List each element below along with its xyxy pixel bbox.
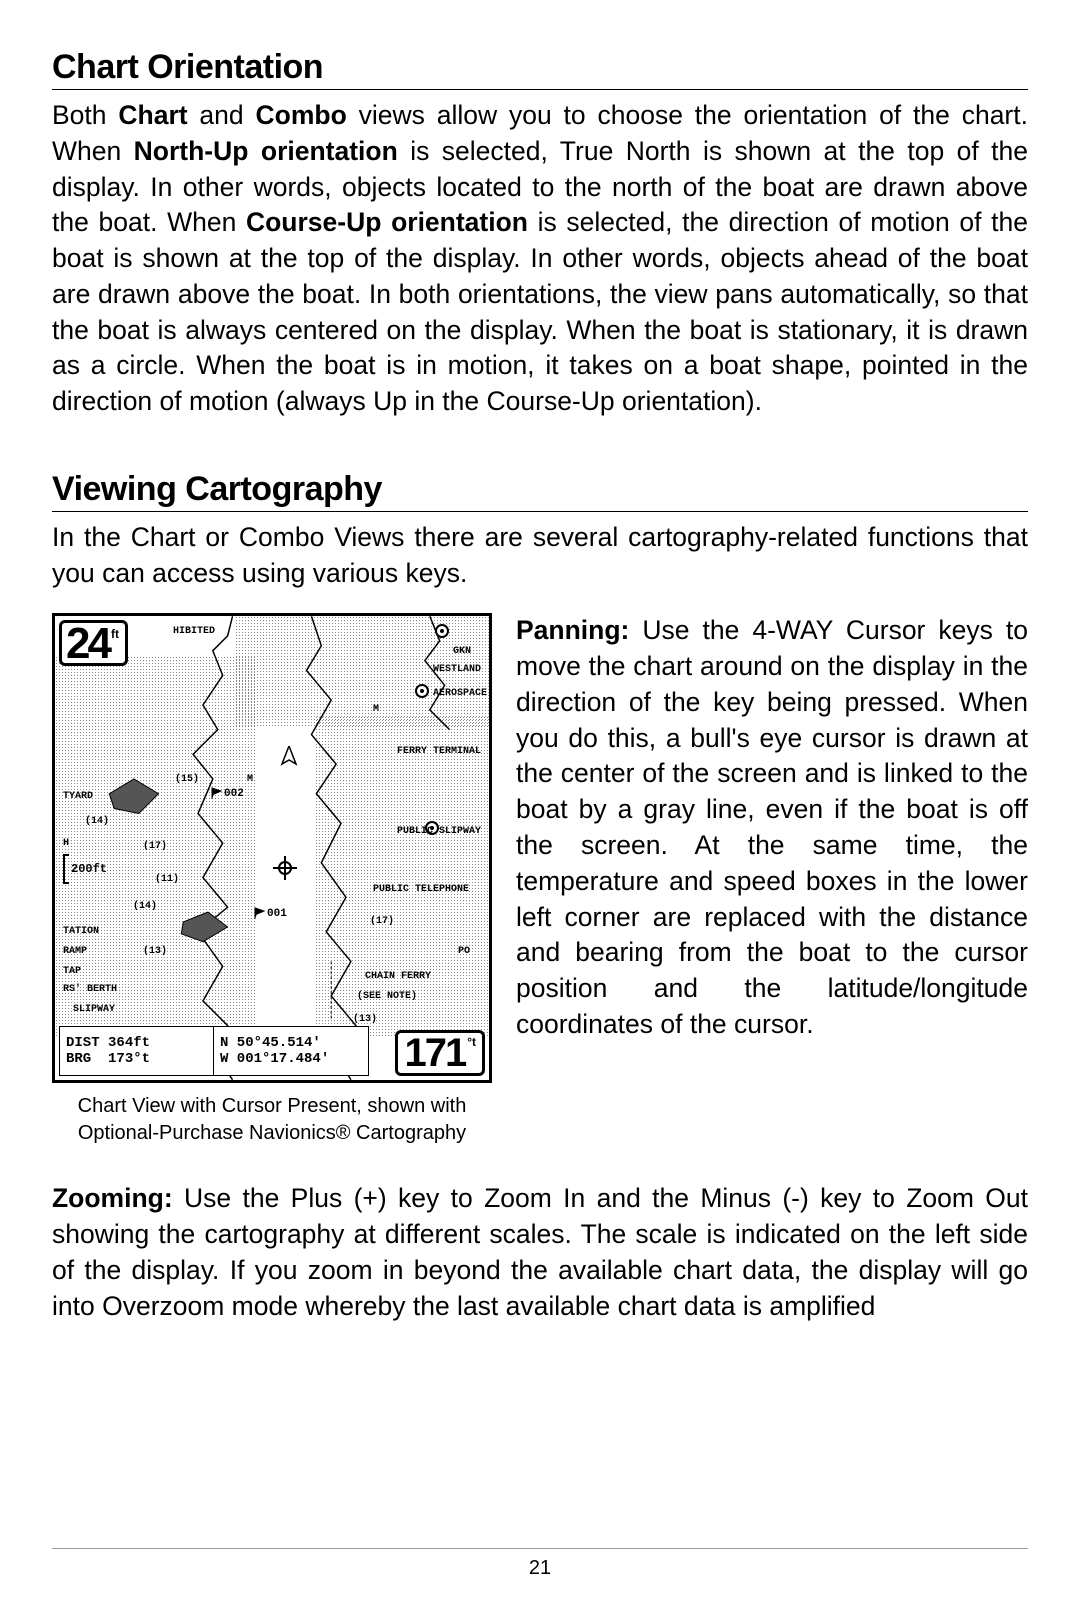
map-label: FERRY TERMINAL [397,746,481,757]
map-label: HIBITED [173,626,215,637]
map-label: GKN [453,646,471,657]
map-label: RAMP [63,946,87,957]
bold-northup: North-Up orientation [134,136,398,166]
depth-value: 24 [66,625,109,662]
paragraph-panning: Panning: Use the 4-WAY Cursor keys to mo… [516,613,1028,1042]
heading-viewing-cartography: Viewing Cartography [52,470,1028,512]
map-label: (15) [175,774,199,785]
scale-indicator: 200ft [63,854,111,884]
text: is selected, the direction of motion of … [52,207,1028,416]
map-label: SLIPWAY [73,1004,115,1015]
bearing-value: 171 [404,1035,465,1071]
paragraph-zooming: Zooming: Use the Plus (+) key to Zoom In… [52,1181,1028,1324]
map-label: (SEE NOTE) [357,991,417,1002]
figure-caption: Chart View with Cursor Present, shown wi… [52,1093,492,1147]
text: Use the Plus (+) key to Zoom In and the … [52,1183,1028,1320]
map-label: PUBLIC TELEPHONE [373,884,469,895]
bold-zooming: Zooming: [52,1183,173,1213]
map-label: (13) [143,946,167,957]
paragraph-orientation: Both Chart and Combo views allow you to … [52,98,1028,420]
text: and [188,100,256,130]
depth-readout: 24 ft [59,620,128,665]
map-label: (17) [143,841,167,852]
map-label: M [247,774,253,785]
text: Both [52,100,118,130]
page-number: 21 [529,1557,551,1579]
map-label: TAP [63,966,81,977]
map-label: M [373,704,379,715]
chart-figure: 001 002 200ft HIBITED GKN WESTLAND AEROS… [52,613,492,1083]
depth-unit: ft [111,627,119,641]
map-label: TYARD [63,791,93,802]
map-label: H [63,838,69,849]
map-label: (17) [370,916,394,927]
map-label: (11) [155,874,179,885]
waypoint-001: 001 [253,906,287,920]
map-label: (13) [353,1014,377,1025]
waypoint-002: 002 [210,786,244,800]
map-label: WESTLAND [433,664,481,675]
text: Use the 4-WAY Cursor keys to move the ch… [516,615,1028,1038]
map-label: AEROSPACE [433,688,487,699]
map-label: PUBLIC SLIPWAY [397,826,481,837]
paragraph-intro: In the Chart or Combo Views there are se… [52,520,1028,592]
boat-icon [280,746,298,774]
map-label: (14) [133,901,157,912]
map-label: (14) [85,816,109,827]
bold-combo: Combo [256,100,347,130]
map-label: PO [458,946,470,957]
bold-chart: Chart [118,100,187,130]
map-label: TATION [63,926,99,937]
map-label: CHAIN FERRY [365,971,431,982]
info-bar: DIST 364ft BRG 173°t N 50°45.514' W 001°… [59,1026,369,1076]
bold-courseup: Course-Up orientation [246,207,528,237]
page-footer: 21 [52,1548,1028,1580]
bearing-readout: 171 °t [395,1030,485,1076]
map-label: RS' BERTH [63,984,117,995]
cursor-icon [273,856,297,880]
heading-chart-orientation: Chart Orientation [52,48,1028,90]
bearing-unit: °t [467,1035,476,1049]
bold-panning: Panning: [516,615,629,645]
